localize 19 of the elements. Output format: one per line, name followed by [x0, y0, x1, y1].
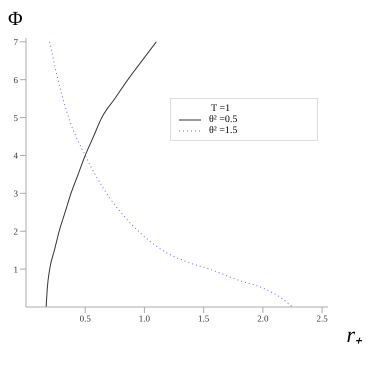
y-tick-label: 5 — [14, 112, 18, 123]
x-tick-label: 1.0 — [138, 313, 151, 324]
y-tick-label: 2 — [14, 226, 18, 236]
y-axis-title: Φ — [8, 8, 23, 31]
x-tick-label: 2.5 — [316, 313, 328, 324]
legend-label: θ² =1.5 — [209, 125, 238, 136]
y-tick-label: 4 — [14, 150, 18, 161]
y-tick-label: 7 — [14, 36, 18, 47]
line-series — [49, 41, 293, 307]
legend-label: θ² =0.5 — [209, 114, 238, 125]
line-series — [46, 41, 157, 307]
y-tick-label: 6 — [14, 74, 18, 85]
x-tick-label: 2.0 — [257, 313, 269, 324]
x-tick-label: 1.5 — [198, 313, 210, 324]
y-tick-label: 1 — [14, 264, 18, 274]
x-axis-title: r₊ — [346, 321, 362, 348]
x-tick-label: 0.5 — [80, 313, 92, 324]
y-tick-label: 3 — [14, 188, 18, 199]
legend-title: T =1 — [211, 103, 232, 114]
